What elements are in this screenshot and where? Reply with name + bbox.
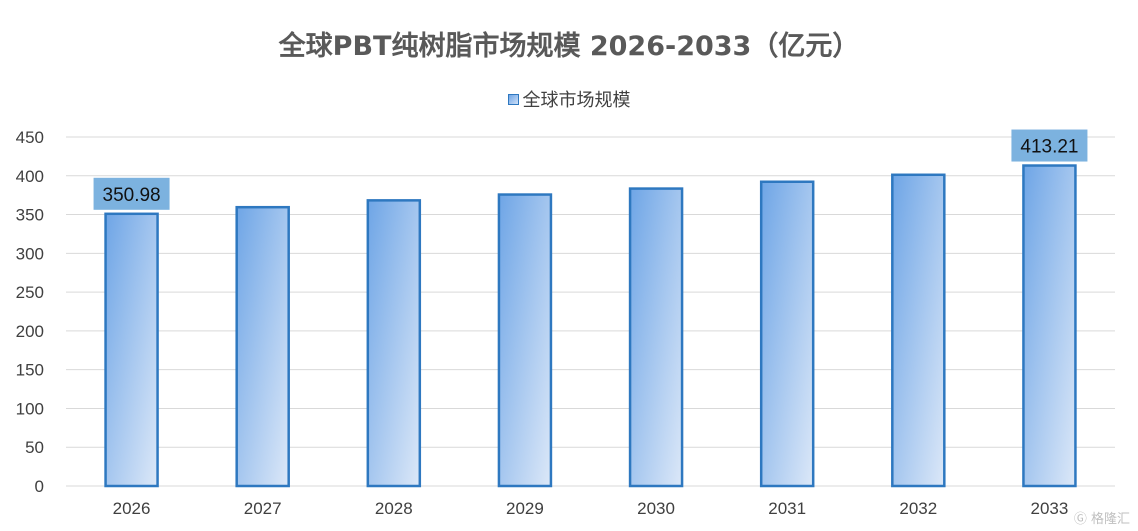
x-tick-label: 2031 (768, 499, 806, 518)
y-tick-label: 300 (16, 244, 44, 263)
y-tick-label: 450 (16, 128, 44, 147)
y-tick-label: 250 (16, 283, 44, 302)
legend-label: 全球市场规模 (522, 90, 631, 111)
x-tick-label: 2032 (899, 499, 937, 518)
chart-title: 全球PBT纯树脂市场规模 2026-2033（亿元） (278, 31, 860, 62)
data-label: 350.98 (103, 185, 161, 206)
watermark-logo: Ⓖ 格隆汇 (1073, 512, 1130, 527)
bar-2027 (235, 205, 290, 488)
x-tick-label: 2027 (244, 499, 282, 518)
x-tick-label: 2033 (1031, 499, 1069, 518)
bar-2029 (497, 193, 553, 488)
bar-2026 (104, 212, 159, 488)
bar-2031 (759, 180, 815, 488)
x-tick-label: 2029 (506, 499, 544, 518)
bar-2032 (891, 173, 946, 488)
y-tick-label: 150 (16, 361, 44, 380)
y-tick-label: 100 (16, 399, 44, 418)
y-tick-label: 350 (16, 206, 44, 225)
watermark-text: 格隆汇 (1090, 512, 1130, 527)
y-tick-label: 400 (16, 167, 44, 186)
bar-2028 (366, 199, 422, 488)
data-label-box (93, 177, 170, 210)
y-tick-label: 0 (35, 477, 44, 496)
x-tick-label: 2028 (375, 499, 413, 518)
bar-2030 (628, 187, 684, 488)
x-tick-label: 2026 (113, 499, 151, 518)
y-tick-label: 50 (25, 438, 44, 457)
y-tick-label: 200 (16, 322, 44, 341)
data-label-box (1011, 129, 1088, 162)
legend: 全球市场规模 (0, 86, 1138, 112)
x-tick-label: 2030 (637, 499, 675, 518)
bar-2033 (1022, 164, 1077, 488)
data-label: 413.21 (1020, 137, 1078, 158)
legend-swatch (507, 93, 519, 105)
